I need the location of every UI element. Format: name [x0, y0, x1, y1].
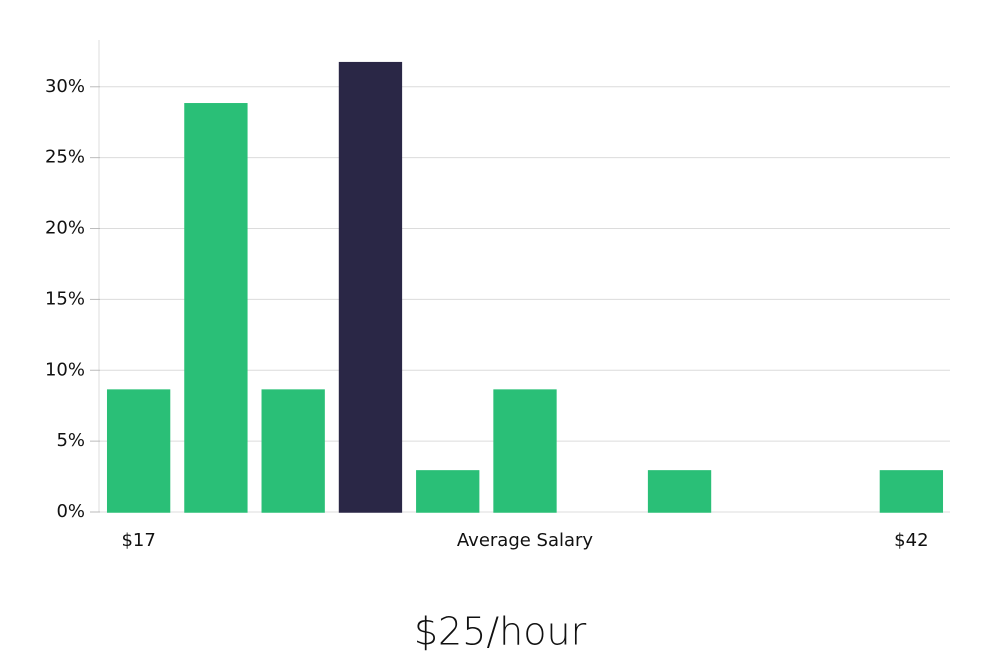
- y-tick-label: 0%: [56, 501, 85, 522]
- y-tick-label: 5%: [56, 430, 85, 451]
- y-tick-label: 10%: [45, 359, 85, 380]
- y-tick-label: 25%: [45, 147, 85, 168]
- x-axis-label: Average Salary: [457, 530, 594, 551]
- bar: [184, 103, 248, 513]
- bar: [261, 389, 325, 513]
- bar: [493, 389, 557, 513]
- y-tick-label: 20%: [45, 218, 85, 239]
- y-tick-label: 30%: [45, 76, 85, 97]
- bar: [647, 470, 712, 513]
- y-tick-label: 15%: [45, 288, 85, 309]
- x-tick-label: $42: [894, 530, 928, 551]
- bar: [106, 389, 171, 513]
- bar: [879, 470, 944, 513]
- bar: [338, 61, 403, 513]
- x-tick-label: $17: [121, 530, 155, 551]
- bar: [416, 470, 480, 513]
- annotation: $25/hour: [414, 610, 587, 654]
